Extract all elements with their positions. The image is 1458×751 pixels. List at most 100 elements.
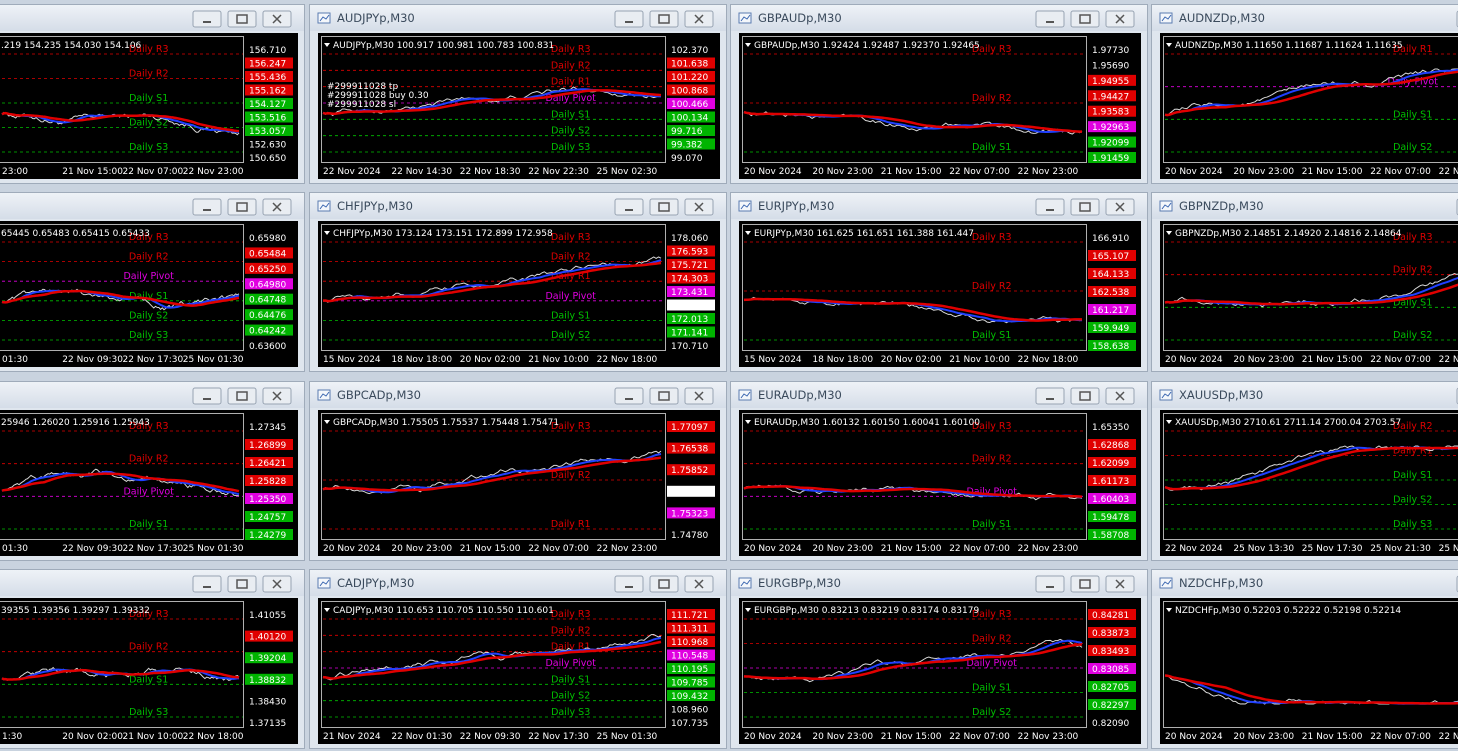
time-label: 21 Nov 15:00 bbox=[62, 167, 123, 177]
price-label: 1.58708 bbox=[1092, 531, 1129, 541]
maximize-button[interactable] bbox=[227, 10, 257, 28]
time-label: 20 Nov 2024 bbox=[744, 544, 802, 554]
price-label: 156.247 bbox=[249, 60, 286, 70]
maximize-button[interactable] bbox=[227, 198, 257, 216]
price-box bbox=[667, 138, 715, 150]
minimize-button[interactable] bbox=[1035, 10, 1065, 28]
plot-border bbox=[0, 224, 244, 351]
maximize-button[interactable] bbox=[649, 387, 679, 405]
time-label: 20 Nov 2024 bbox=[323, 544, 381, 554]
time-label: 22 Nov 07:00 bbox=[528, 544, 589, 554]
maximize-button[interactable] bbox=[649, 10, 679, 28]
plot-border bbox=[0, 601, 244, 728]
chart-header: EURAUDp,M30 1.60132 1.60150 1.60041 1.60… bbox=[754, 418, 980, 428]
close-button[interactable] bbox=[1105, 387, 1135, 405]
maximize-button[interactable] bbox=[227, 387, 257, 405]
level-label: Daily S1 bbox=[972, 519, 1011, 530]
level-label: Daily Pivot bbox=[1387, 77, 1438, 88]
maximize-button[interactable] bbox=[649, 575, 679, 593]
close-button[interactable] bbox=[1105, 10, 1135, 28]
price-line bbox=[1, 288, 240, 311]
maximize-button[interactable] bbox=[1070, 10, 1100, 28]
minimize-button[interactable] bbox=[192, 198, 222, 216]
price-label: 1.61173 bbox=[1092, 477, 1129, 487]
window-icon-graph bbox=[1161, 14, 1172, 22]
close-button[interactable] bbox=[262, 198, 292, 216]
maximize-button[interactable] bbox=[227, 575, 257, 593]
close-button[interactable] bbox=[1105, 198, 1135, 216]
maximize-button[interactable] bbox=[1070, 575, 1100, 593]
price-label: 166.910 bbox=[1092, 234, 1129, 244]
window-title: AUDNZDp,M30 bbox=[1179, 11, 1265, 25]
close-button[interactable] bbox=[684, 387, 714, 405]
price-box bbox=[1088, 340, 1136, 351]
minimize-button[interactable] bbox=[1035, 387, 1065, 405]
time-label: 22 Nov 23:00 bbox=[183, 167, 244, 177]
price-label: 1.25350 bbox=[249, 495, 286, 505]
level-label: Daily S2 bbox=[1393, 495, 1432, 506]
minimize-button[interactable] bbox=[614, 387, 644, 405]
minimize-button[interactable] bbox=[614, 10, 644, 28]
close-button[interactable] bbox=[684, 575, 714, 593]
close-button[interactable] bbox=[262, 387, 292, 405]
time-label: 22 Nov 07:00 bbox=[1370, 355, 1431, 365]
level-label: Daily R2 bbox=[551, 60, 591, 71]
minimize-button[interactable] bbox=[192, 10, 222, 28]
maximize-button[interactable] bbox=[649, 198, 679, 216]
price-box bbox=[1088, 74, 1136, 86]
minimize-button[interactable] bbox=[192, 575, 222, 593]
price-box bbox=[245, 111, 293, 123]
window-title: EURAUDp,M30 bbox=[758, 388, 842, 402]
window-title: CADJPYp,M30 bbox=[337, 576, 414, 590]
ma-slow bbox=[743, 297, 1083, 322]
level-label: Daily S3 bbox=[551, 142, 590, 153]
chart-header: CADJPYp,M30 110.653 110.705 110.550 110.… bbox=[333, 606, 554, 616]
close-button[interactable] bbox=[684, 10, 714, 28]
price-line bbox=[322, 634, 662, 681]
minimize-button[interactable] bbox=[1035, 198, 1065, 216]
time-label: 22 Nov 07:00 bbox=[1370, 732, 1431, 742]
header-triangle bbox=[745, 608, 751, 612]
minimize-button[interactable] bbox=[614, 575, 644, 593]
price-label: 1.94955 bbox=[1092, 77, 1129, 87]
close-button[interactable] bbox=[262, 575, 292, 593]
price-label: 1.62868 bbox=[1092, 441, 1129, 451]
time-label: 22 Nov 07:00 bbox=[1370, 167, 1431, 177]
close-button[interactable] bbox=[262, 10, 292, 28]
maximize-button[interactable] bbox=[1070, 387, 1100, 405]
price-label: 1.38430 bbox=[249, 697, 286, 707]
price-label: 1.94427 bbox=[1092, 92, 1129, 102]
minimize-button[interactable] bbox=[192, 387, 222, 405]
level-label: Daily R2 bbox=[972, 93, 1012, 104]
header-triangle bbox=[1166, 231, 1172, 235]
time-label: 22 Nov 17:30 bbox=[123, 355, 184, 365]
header-triangle bbox=[324, 43, 330, 47]
price-label: 153.057 bbox=[249, 127, 286, 137]
window-title: CHFJPYp,M30 bbox=[337, 199, 413, 213]
time-label: 22 Nov 07:00 bbox=[949, 732, 1010, 742]
time-label: 20 Nov 02:00 bbox=[460, 355, 521, 365]
price-box bbox=[245, 529, 293, 540]
price-label: 102.370 bbox=[671, 46, 708, 56]
button-glyph bbox=[272, 391, 282, 401]
level-label: Daily R3 bbox=[972, 609, 1012, 620]
title-bar bbox=[0, 382, 304, 408]
maximize-button[interactable] bbox=[1070, 198, 1100, 216]
price-box bbox=[667, 98, 715, 109]
ma-slow bbox=[322, 456, 662, 492]
price-box bbox=[245, 262, 293, 274]
level-label: Daily S1 bbox=[1393, 109, 1432, 120]
price-label: 165.107 bbox=[1092, 252, 1129, 262]
price-box bbox=[245, 493, 293, 504]
close-button[interactable] bbox=[684, 198, 714, 216]
header-triangle bbox=[745, 420, 751, 424]
close-button[interactable] bbox=[1105, 575, 1135, 593]
button-face bbox=[1070, 575, 1100, 593]
time-label: 15 Nov 2024 bbox=[744, 355, 802, 365]
price-label: 1.76538 bbox=[671, 445, 708, 455]
minimize-button[interactable] bbox=[1035, 575, 1065, 593]
minimize-button[interactable] bbox=[614, 198, 644, 216]
chart-window: AUDJPYp,M30 Daily R3 Daily R2 Daily R1 Daily… bbox=[309, 4, 727, 184]
price-line bbox=[322, 86, 662, 117]
ma-fast bbox=[1, 289, 240, 309]
